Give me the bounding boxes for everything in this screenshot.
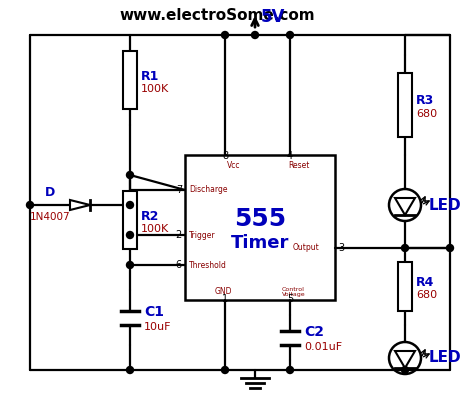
Text: 680: 680 xyxy=(416,290,437,301)
Polygon shape xyxy=(395,198,415,215)
Text: 8: 8 xyxy=(222,151,228,161)
Text: C2: C2 xyxy=(304,325,324,339)
Text: 555: 555 xyxy=(234,207,286,232)
Bar xyxy=(398,262,412,311)
Text: LED: LED xyxy=(429,351,462,366)
Text: Trigger: Trigger xyxy=(189,230,216,240)
Circle shape xyxy=(27,202,34,209)
Bar xyxy=(398,73,412,137)
Bar xyxy=(123,191,137,249)
Circle shape xyxy=(127,261,134,268)
Text: Reset: Reset xyxy=(288,161,310,169)
Text: Output: Output xyxy=(293,244,320,252)
Text: LED: LED xyxy=(429,197,462,213)
Circle shape xyxy=(127,232,134,238)
Circle shape xyxy=(447,244,454,252)
Text: 6: 6 xyxy=(176,260,182,270)
Text: D: D xyxy=(45,187,55,199)
Text: 100K: 100K xyxy=(141,224,169,234)
Circle shape xyxy=(252,31,258,38)
Circle shape xyxy=(221,31,228,38)
Text: R4: R4 xyxy=(416,276,434,289)
Text: C1: C1 xyxy=(144,304,164,318)
Text: R3: R3 xyxy=(416,95,434,107)
Circle shape xyxy=(221,366,228,373)
Text: 2: 2 xyxy=(176,230,182,240)
Polygon shape xyxy=(70,200,90,210)
Text: R1: R1 xyxy=(141,69,159,83)
Text: 3: 3 xyxy=(338,243,344,253)
Polygon shape xyxy=(395,351,415,368)
Text: 5: 5 xyxy=(287,294,293,304)
Text: 5V: 5V xyxy=(261,8,285,26)
Text: R2: R2 xyxy=(141,209,159,223)
Circle shape xyxy=(127,366,134,373)
Circle shape xyxy=(401,366,409,373)
Circle shape xyxy=(286,366,293,373)
Text: 7: 7 xyxy=(176,185,182,195)
Bar xyxy=(123,51,137,109)
Text: 680: 680 xyxy=(416,109,437,119)
Circle shape xyxy=(401,244,409,252)
Text: 0.01uF: 0.01uF xyxy=(304,342,342,351)
Circle shape xyxy=(127,171,134,178)
Text: GND: GND xyxy=(215,287,233,297)
Text: 1N4007: 1N4007 xyxy=(30,212,70,222)
Text: Control
Voltage: Control Voltage xyxy=(282,287,306,297)
Text: Threshold: Threshold xyxy=(189,261,227,270)
Text: 4: 4 xyxy=(287,151,293,161)
Bar xyxy=(185,155,335,300)
Text: Vcc: Vcc xyxy=(227,161,240,169)
Text: 100K: 100K xyxy=(141,84,169,94)
Text: www.electroSome.com: www.electroSome.com xyxy=(119,7,315,22)
Text: Timer: Timer xyxy=(231,235,289,252)
Circle shape xyxy=(127,202,134,209)
Text: 1: 1 xyxy=(222,294,228,304)
Text: Discharge: Discharge xyxy=(189,185,228,195)
Circle shape xyxy=(286,31,293,38)
Text: 10uF: 10uF xyxy=(144,321,172,332)
